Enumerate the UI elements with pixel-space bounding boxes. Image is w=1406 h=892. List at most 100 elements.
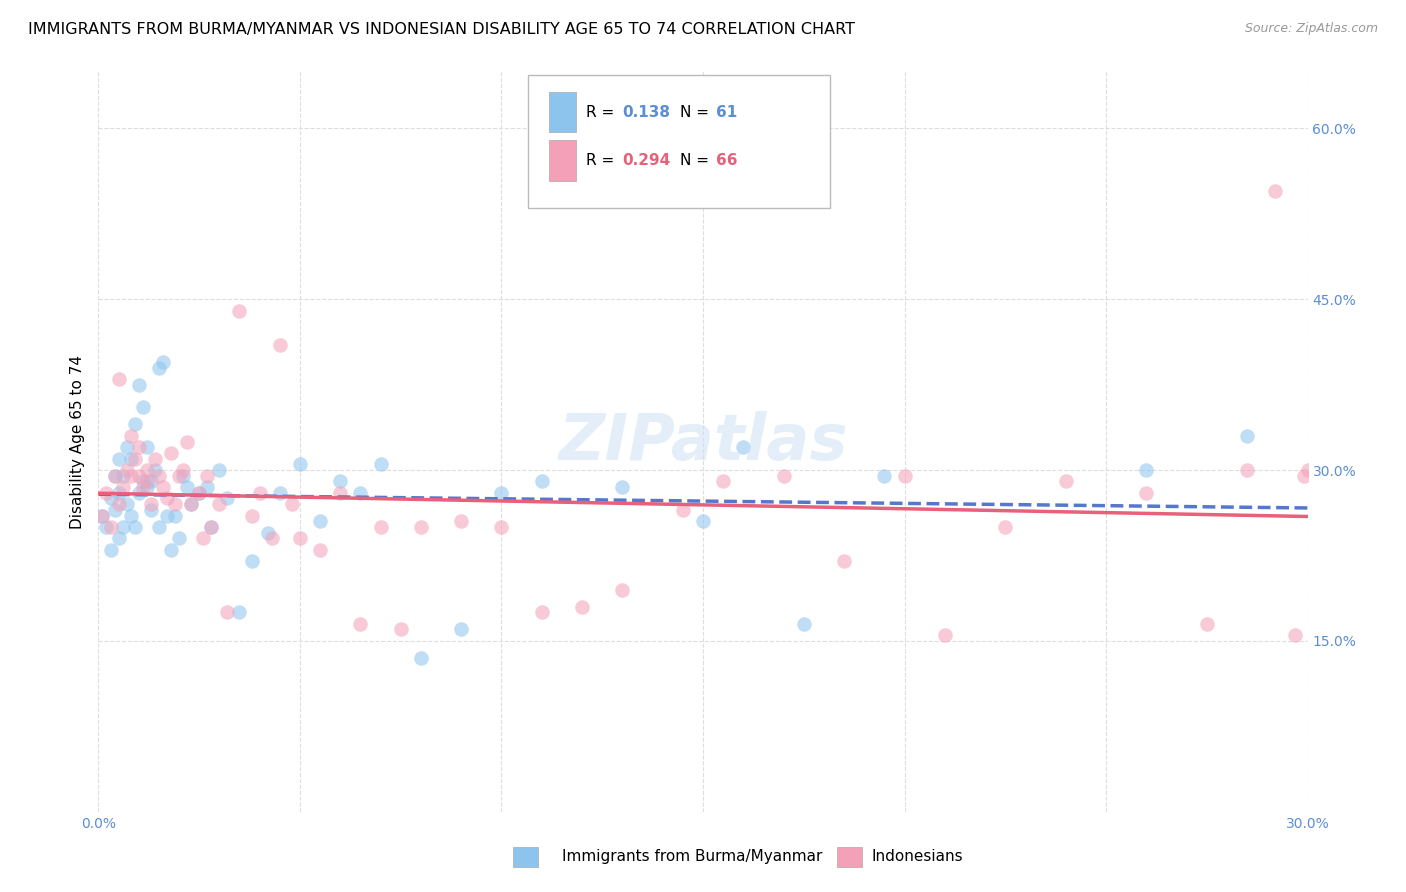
Point [208, 497, 231, 511]
Point [240, 508, 263, 523]
Point [163, 508, 186, 523]
Point [256, 525, 278, 540]
Point [893, 468, 915, 483]
FancyBboxPatch shape [527, 75, 830, 209]
Point [152, 480, 174, 494]
Point [115, 463, 138, 477]
FancyBboxPatch shape [550, 140, 576, 180]
Point [115, 440, 138, 454]
Point [103, 468, 125, 483]
Point [107, 485, 129, 500]
Point [349, 485, 371, 500]
Point [1195, 616, 1218, 631]
Point [329, 485, 352, 500]
Point [172, 468, 194, 483]
Point [188, 485, 211, 500]
Point [120, 429, 142, 443]
Point [193, 532, 215, 546]
Point [269, 485, 291, 500]
Point [934, 628, 956, 642]
Point [832, 554, 855, 568]
Point [163, 497, 186, 511]
Point [772, 468, 794, 483]
Point [132, 480, 155, 494]
Point [172, 463, 194, 477]
Point [733, 440, 755, 454]
Point [107, 497, 129, 511]
Point [148, 520, 170, 534]
Point [711, 475, 734, 489]
Point [249, 485, 271, 500]
Point [128, 377, 150, 392]
Point [1135, 463, 1157, 477]
Point [309, 514, 332, 528]
Point [530, 475, 553, 489]
Point [1292, 468, 1315, 483]
Point [91, 508, 114, 523]
Point [135, 440, 157, 454]
Point [160, 446, 183, 460]
Text: 0.138: 0.138 [621, 104, 671, 120]
Point [260, 532, 283, 546]
Point [128, 440, 150, 454]
Point [120, 508, 142, 523]
Text: Source: ZipAtlas.com: Source: ZipAtlas.com [1244, 22, 1378, 36]
Point [1236, 429, 1258, 443]
Point [139, 503, 162, 517]
Point [329, 475, 352, 489]
Point [148, 468, 170, 483]
Point [124, 417, 146, 432]
Point [103, 468, 125, 483]
Point [128, 485, 150, 500]
Point [1135, 485, 1157, 500]
Point [100, 520, 122, 534]
Point [128, 468, 150, 483]
Point [389, 623, 412, 637]
Point [180, 497, 202, 511]
Point [135, 475, 157, 489]
Text: 66: 66 [716, 153, 738, 168]
Point [1054, 475, 1077, 489]
Text: R =: R = [586, 153, 619, 168]
Point [167, 532, 190, 546]
Point [135, 463, 157, 477]
Point [1264, 184, 1286, 198]
Point [143, 451, 166, 466]
Point [491, 485, 513, 500]
Text: Indonesians: Indonesians [872, 849, 963, 863]
Text: R =: R = [586, 104, 619, 120]
Text: Immigrants from Burma/Myanmar: Immigrants from Burma/Myanmar [562, 849, 823, 863]
Point [349, 616, 371, 631]
Point [120, 451, 142, 466]
Point [208, 463, 231, 477]
Point [200, 520, 222, 534]
Point [692, 514, 714, 528]
Point [873, 468, 896, 483]
Point [96, 520, 118, 534]
Point [309, 542, 332, 557]
Point [612, 480, 634, 494]
Point [152, 355, 174, 369]
Text: N =: N = [681, 153, 714, 168]
Point [370, 458, 392, 472]
Text: ZIPatlas: ZIPatlas [558, 410, 848, 473]
Point [124, 520, 146, 534]
Point [288, 532, 311, 546]
Point [176, 434, 198, 449]
FancyBboxPatch shape [550, 92, 576, 132]
Point [188, 485, 211, 500]
Point [135, 480, 157, 494]
Point [217, 606, 239, 620]
Point [143, 463, 166, 477]
Point [530, 606, 553, 620]
Y-axis label: Disability Age 65 to 74: Disability Age 65 to 74 [70, 354, 86, 529]
Point [994, 520, 1017, 534]
Point [96, 485, 118, 500]
Point [612, 582, 634, 597]
Point [111, 468, 134, 483]
Point [139, 475, 162, 489]
Point [228, 303, 250, 318]
Point [132, 475, 155, 489]
Point [100, 542, 122, 557]
Point [672, 503, 695, 517]
